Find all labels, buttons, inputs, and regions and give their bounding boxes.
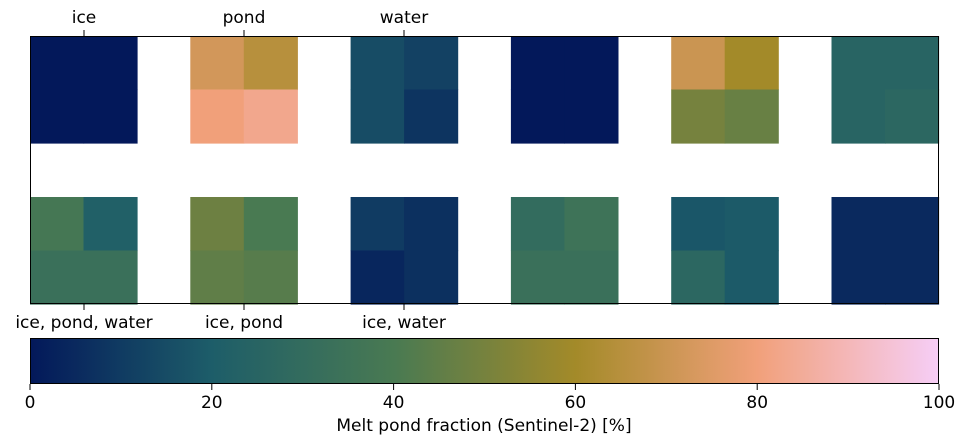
- heatmap-cell: [190, 197, 245, 252]
- top-axis-ticks: ice pond water: [72, 8, 428, 36]
- heatmap-cell: [724, 197, 779, 252]
- heatmap-cell: [404, 197, 459, 252]
- heatmap-cell: [83, 197, 138, 252]
- heatmap-cell: [885, 250, 940, 305]
- heatmap-cell: [510, 36, 565, 91]
- colorbar-tick-label: 0: [25, 393, 36, 413]
- top-tick-label: ice: [72, 8, 97, 28]
- colorbar-tick-label: 40: [383, 393, 405, 413]
- heatmap-cell: [885, 89, 940, 144]
- bottom-tick-label: ice, water: [362, 313, 446, 333]
- colorbar-ticks: 0 20 40 60 80 100: [25, 384, 955, 413]
- heatmap-cell: [510, 197, 565, 252]
- heatmap-cell: [243, 89, 298, 144]
- heatmap-cell: [83, 89, 138, 144]
- heatmap-cell: [671, 36, 726, 91]
- heatmap-cell: [243, 197, 298, 252]
- heatmap-cell: [831, 250, 886, 305]
- colorbar-frame: [30, 338, 939, 384]
- heatmap-cell: [404, 250, 459, 305]
- top-tick-label: pond: [223, 8, 266, 28]
- colorbar: 0 20 40 60 80 100 Melt pond fraction (Sentine…: [25, 338, 955, 436]
- heatmap-cell: [83, 36, 138, 91]
- heatmap-frame: [30, 36, 939, 304]
- heatmap-cell: [350, 89, 405, 144]
- heatmap-cell: [30, 89, 85, 144]
- bottom-axis-ticks: ice, pond, water ice, pond ice, water: [15, 304, 446, 333]
- heatmap-cell: [724, 250, 779, 305]
- heatmap-cell: [30, 197, 85, 252]
- heatmap-cell: [190, 89, 245, 144]
- colorbar-tick-label: 80: [746, 393, 768, 413]
- heatmap-cell: [243, 250, 298, 305]
- heatmap-cell: [671, 89, 726, 144]
- heatmap-cell: [831, 89, 886, 144]
- heatmap-cell: [564, 89, 619, 144]
- heatmap-cell: [190, 250, 245, 305]
- heatmap-cell: [564, 250, 619, 305]
- colorbar-gradient: [30, 338, 939, 384]
- heatmap-cell: [350, 197, 405, 252]
- colorbar-label: Melt pond fraction (Sentinel-2) [%]: [336, 416, 631, 436]
- top-tick-label: water: [380, 8, 428, 28]
- heatmap-cell: [30, 36, 85, 91]
- heatmap-cell: [831, 197, 886, 252]
- colorbar-tick-label: 20: [201, 393, 223, 413]
- heatmap-background: [30, 36, 939, 304]
- heatmap-cell: [404, 89, 459, 144]
- heatmap-cell: [350, 250, 405, 305]
- heatmap-cell: [243, 36, 298, 91]
- heatmap-cells: [30, 36, 940, 305]
- heatmap-cell: [671, 250, 726, 305]
- heatmap-cell: [885, 197, 940, 252]
- colorbar-tick-label: 60: [565, 393, 587, 413]
- heatmap-cell: [885, 36, 940, 91]
- heatmap-cell: [724, 36, 779, 91]
- heatmap-cell: [831, 36, 886, 91]
- bottom-tick-label: ice, pond: [205, 313, 283, 333]
- heatmap-cell: [671, 197, 726, 252]
- heatmap-cell: [724, 89, 779, 144]
- heatmap-cell: [510, 89, 565, 144]
- heatmap-cell: [350, 36, 405, 91]
- colorbar-tick-label: 100: [923, 393, 955, 413]
- heatmap-cell: [564, 36, 619, 91]
- bottom-tick-label: ice, pond, water: [15, 313, 152, 333]
- heatmap-cell: [510, 250, 565, 305]
- heatmap-cell: [30, 250, 85, 305]
- melt-pond-heatmap: ice pond water ice, pond, water ice, pon…: [15, 8, 940, 333]
- heatmap-cell: [404, 36, 459, 91]
- heatmap-cell: [190, 36, 245, 91]
- heatmap-cell: [564, 197, 619, 252]
- heatmap-cell: [83, 250, 138, 305]
